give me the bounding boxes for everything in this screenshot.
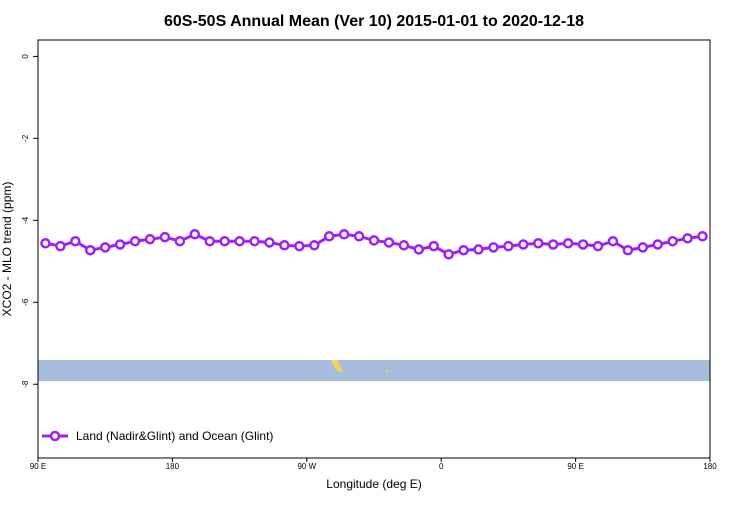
point <box>383 237 395 248</box>
point <box>652 239 663 250</box>
x-tick-label: 90 E <box>567 462 583 471</box>
point <box>562 238 574 249</box>
point <box>518 239 529 250</box>
y-tick-label: -8 <box>21 380 30 388</box>
x-tick-label: 90 E <box>30 462 46 471</box>
point <box>577 239 589 250</box>
y-tick-label: -2 <box>21 134 30 142</box>
point <box>428 240 439 252</box>
x-tick-label: 0 <box>439 462 444 471</box>
point <box>547 239 559 250</box>
point <box>592 240 604 252</box>
point <box>338 228 350 240</box>
point <box>55 240 66 252</box>
x-tick-label: 90 W <box>297 462 316 471</box>
x-tick-label: 180 <box>703 462 717 471</box>
point <box>682 233 693 244</box>
point <box>488 242 499 253</box>
point <box>368 235 380 246</box>
point <box>323 231 335 242</box>
point <box>249 235 260 247</box>
point <box>85 244 96 256</box>
point <box>697 231 708 242</box>
point <box>144 233 156 245</box>
y-tick-label: -6 <box>21 298 30 306</box>
point <box>219 235 230 247</box>
point <box>279 240 290 251</box>
point <box>473 244 484 255</box>
point <box>159 231 171 243</box>
y-tick-label: -4 <box>21 216 30 224</box>
point <box>309 240 320 251</box>
point <box>398 240 410 251</box>
ocean-band <box>38 360 710 381</box>
map-strip <box>38 360 710 381</box>
point <box>533 238 544 249</box>
chart-title: 60S-50S Annual Mean (Ver 10) 2015-01-01 … <box>164 13 584 30</box>
y-tick-label: 0 <box>21 54 30 59</box>
x-axis-label: Longitude (deg E) <box>326 477 421 491</box>
point <box>353 231 365 242</box>
land-patch <box>331 360 343 372</box>
point <box>667 235 678 247</box>
point <box>234 235 245 247</box>
point <box>503 240 514 252</box>
y-axis-label: XCO2 - MLO trend (ppm) <box>0 182 14 317</box>
point <box>129 235 141 247</box>
point <box>174 235 186 247</box>
point <box>114 239 126 250</box>
point <box>637 242 649 253</box>
point <box>443 249 454 260</box>
point <box>99 242 111 253</box>
plot-frame <box>37 39 711 459</box>
point <box>264 237 275 248</box>
x-tick-label: 180 <box>166 462 180 471</box>
point <box>458 244 469 256</box>
point <box>204 235 215 247</box>
point <box>607 235 619 247</box>
legend-marker <box>49 430 61 442</box>
point <box>189 228 201 240</box>
land-patch <box>386 370 388 372</box>
legend-label: Land (Nadir&Glint) and Ocean (Glint) <box>76 429 273 443</box>
point <box>294 240 305 252</box>
point <box>413 244 425 255</box>
point <box>622 244 634 256</box>
point <box>40 238 51 249</box>
point <box>70 235 81 247</box>
